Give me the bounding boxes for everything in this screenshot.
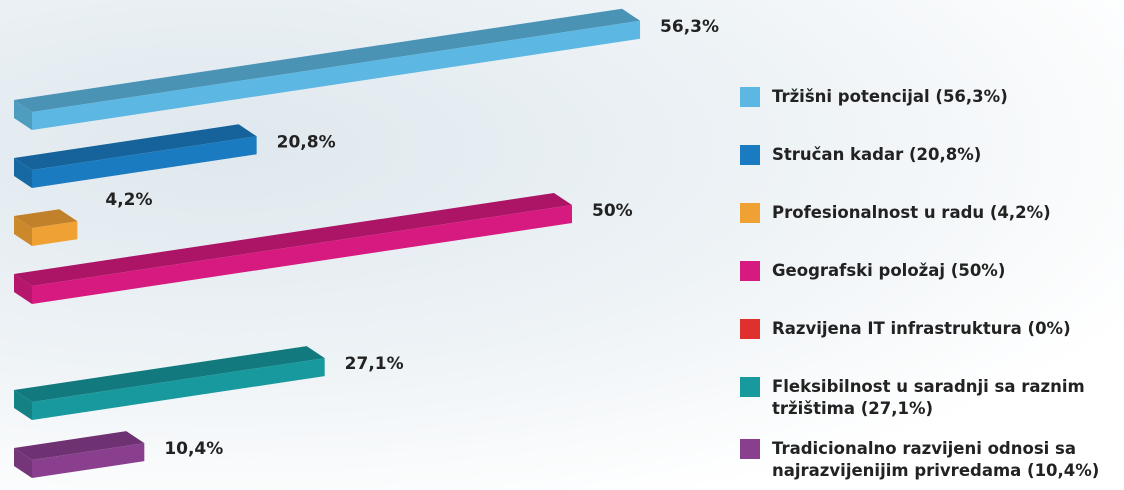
bar-top-face: [14, 431, 145, 460]
legend-swatch: [740, 145, 760, 165]
bar-left-face: [14, 274, 32, 304]
bar-front-face: [32, 358, 325, 420]
value-label: 56,3%: [660, 17, 719, 37]
bar-front-face: [32, 221, 78, 246]
bar-top-face: [14, 346, 325, 402]
bar-top-face: [14, 209, 78, 228]
legend-label: Tradicionalno razvijeni odnosi sa najraz…: [772, 439, 1100, 480]
legend-swatch: [740, 439, 760, 459]
legend-label: Geografski položaj (50%): [772, 261, 1006, 280]
bar: [14, 209, 78, 246]
legend-label: Tržišni potencijal (56,3%): [772, 87, 1008, 106]
bar-left-face: [14, 448, 32, 478]
bar-top-face: [14, 124, 257, 170]
legend-item: Tržišni potencijal (56,3%): [740, 86, 1110, 108]
legend-swatch: [740, 377, 760, 397]
bar-left-face: [14, 216, 32, 246]
bar-left-face: [14, 158, 32, 188]
legend-item: Tradicionalno razvijeni odnosi sa najraz…: [740, 438, 1110, 482]
bar: [14, 431, 145, 478]
legend-label: Stručan kadar (20,8%): [772, 145, 982, 164]
legend-item: Fleksibilnost u saradnji sa raznim tržiš…: [740, 376, 1110, 420]
legend-item: Geografski položaj (50%): [740, 260, 1110, 282]
bar-top-face: [14, 193, 572, 286]
bar: [14, 193, 572, 304]
value-label: 10,4%: [164, 439, 223, 459]
legend-swatch: [740, 87, 760, 107]
bar-front-face: [32, 136, 257, 188]
bar: [14, 124, 257, 188]
legend-label: Razvijena IT infrastruktura (0%): [772, 319, 1071, 338]
bar-front-face: [32, 205, 572, 304]
bar-front-face: [32, 20, 641, 131]
value-label: 50%: [592, 201, 633, 221]
legend-item: Stručan kadar (20,8%): [740, 144, 1110, 166]
value-label: 20,8%: [277, 132, 336, 152]
legend-swatch: [740, 203, 760, 223]
bar-front-face: [32, 443, 145, 478]
legend-swatch: [740, 261, 760, 281]
bar-left-face: [14, 390, 32, 420]
bar: [14, 346, 325, 420]
legend-item: Profesionalnost u radu (4,2%): [740, 202, 1110, 224]
bar-left-face: [14, 100, 32, 130]
legend-label: Profesionalnost u radu (4,2%): [772, 203, 1051, 222]
bar-top-face: [14, 8, 641, 113]
legend-swatch: [740, 319, 760, 339]
value-label: 4,2%: [105, 190, 152, 210]
legend-item: Razvijena IT infrastruktura (0%): [740, 318, 1110, 340]
legend-label: Fleksibilnost u saradnji sa raznim tržiš…: [772, 377, 1085, 418]
bar: [14, 8, 641, 131]
value-label: 27,1%: [345, 354, 404, 374]
